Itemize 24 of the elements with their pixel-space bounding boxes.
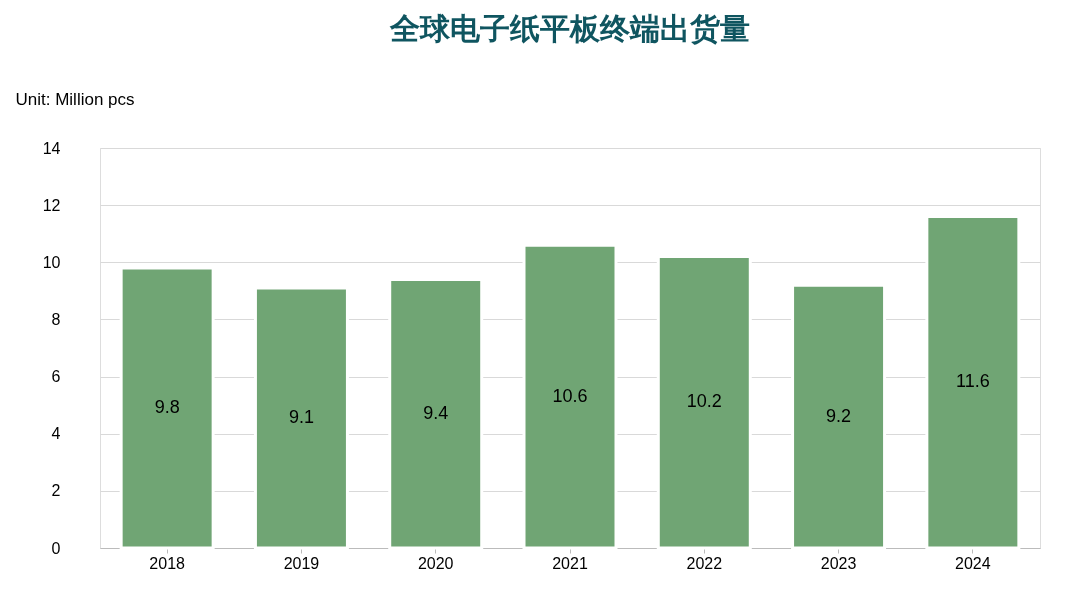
y-tick-label: 10 [42, 253, 61, 271]
x-tick-label: 2022 [686, 554, 723, 572]
y-tick-label: 12 [42, 196, 61, 214]
y-tick-label: 2 [51, 482, 61, 500]
data-label: 9.8 [154, 397, 180, 417]
y-axis-title: Unit: Million pcs [15, 89, 135, 109]
y-tick-label: 6 [51, 368, 61, 386]
y-tick-label: 8 [51, 310, 61, 328]
y-tick-label: 4 [51, 425, 61, 443]
chart-title: 全球电子纸平板终端出货量 [389, 12, 750, 45]
data-label: 9.4 [423, 402, 449, 423]
x-tick-label: 2024 [955, 554, 991, 572]
data-label: 10.6 [552, 385, 588, 406]
data-label: 11.6 [956, 371, 990, 392]
y-tick-label: 14 [42, 139, 61, 157]
x-tick-label: 2018 [149, 554, 186, 572]
data-label: 9.2 [826, 405, 852, 426]
data-label: 10.2 [686, 391, 722, 412]
x-tick-label: 2021 [552, 554, 588, 572]
data-label: 9.1 [288, 407, 314, 427]
x-tick-label: 2023 [820, 554, 857, 572]
y-tick-label: 0 [51, 539, 61, 557]
x-tick-label: 2019 [283, 554, 320, 572]
x-tick-label: 2020 [417, 554, 454, 572]
